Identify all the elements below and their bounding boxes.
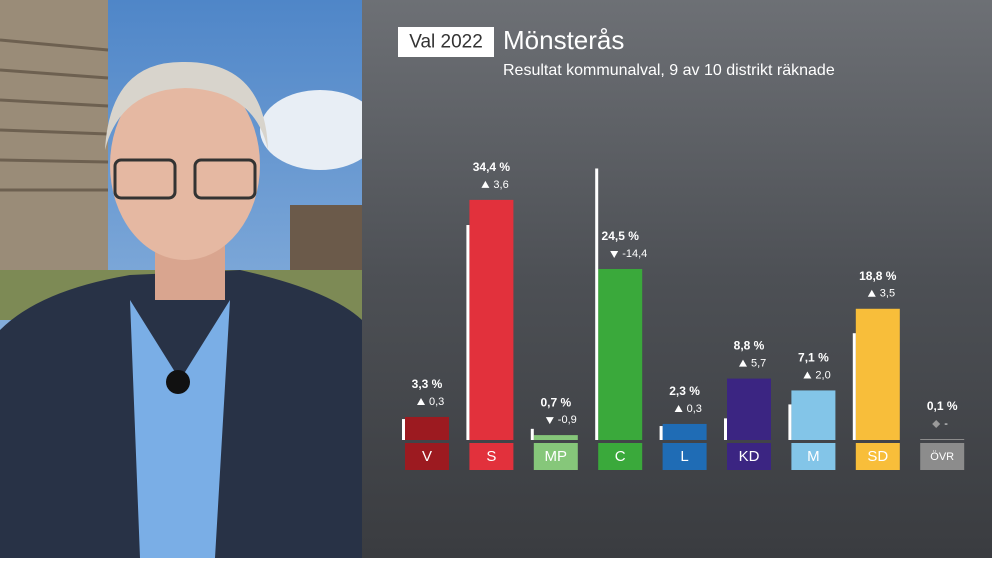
category-box bbox=[791, 443, 836, 470]
change-label: 3,6 bbox=[493, 179, 508, 191]
value-label: 8,8 % bbox=[734, 339, 765, 353]
change-label: - bbox=[944, 418, 948, 430]
previous-line bbox=[788, 404, 792, 440]
bar bbox=[855, 308, 900, 440]
change-label: 2,0 bbox=[815, 369, 830, 381]
category-box bbox=[598, 443, 643, 470]
category-label: MP bbox=[545, 448, 568, 465]
category-box bbox=[727, 443, 771, 470]
bar bbox=[469, 199, 514, 440]
previous-line bbox=[466, 225, 470, 440]
change-arrow bbox=[803, 371, 812, 379]
category-box bbox=[662, 443, 707, 470]
value-label: 0,7 % bbox=[540, 395, 571, 409]
category-box bbox=[920, 443, 965, 470]
previous-line bbox=[724, 418, 727, 440]
bar bbox=[791, 390, 836, 440]
change-label: 5,7 bbox=[751, 357, 766, 369]
bar bbox=[920, 439, 965, 440]
change-arrow bbox=[610, 250, 619, 258]
category-label: KD bbox=[739, 448, 760, 465]
change-arrow bbox=[481, 180, 490, 188]
change-arrow bbox=[867, 289, 876, 297]
change-arrow bbox=[417, 397, 425, 405]
change-label: -14,4 bbox=[622, 248, 647, 260]
previous-line bbox=[659, 426, 663, 440]
change-label: 3,5 bbox=[880, 288, 895, 300]
badge-box bbox=[398, 27, 494, 57]
category-label: M bbox=[807, 448, 820, 465]
category-label: C bbox=[615, 448, 626, 465]
bar bbox=[662, 423, 707, 440]
previous-line bbox=[530, 428, 534, 440]
change-label: 0,3 bbox=[429, 396, 444, 408]
category-label: SD bbox=[867, 448, 888, 465]
badge: Val 2022 bbox=[409, 32, 483, 53]
category-label: V bbox=[422, 448, 432, 465]
value-label: 3,3 % bbox=[412, 377, 443, 391]
change-label: -0,9 bbox=[558, 414, 577, 426]
bar bbox=[405, 416, 449, 440]
bar bbox=[533, 435, 578, 440]
change-arrow bbox=[739, 359, 747, 367]
change-label: 0,3 bbox=[687, 403, 702, 415]
bar bbox=[598, 268, 643, 440]
previous-line bbox=[852, 333, 856, 440]
value-label: 0,1 % bbox=[927, 399, 958, 413]
previous-line bbox=[595, 168, 599, 440]
category-label: L bbox=[680, 448, 688, 465]
change-arrow bbox=[545, 417, 554, 425]
value-label: 34,4 % bbox=[473, 160, 511, 174]
previous-line bbox=[402, 419, 405, 440]
category-box bbox=[405, 443, 449, 470]
value-label: 2,3 % bbox=[669, 384, 700, 398]
bar bbox=[727, 378, 771, 440]
category-label: S bbox=[486, 448, 496, 465]
value-label: 24,5 % bbox=[602, 229, 640, 243]
category-box bbox=[855, 443, 900, 470]
category-box bbox=[469, 443, 514, 470]
value-label: 18,8 % bbox=[859, 269, 897, 283]
chart-subtitle: Resultat kommunalval, 9 av 10 distrikt r… bbox=[503, 62, 835, 79]
change-arrow bbox=[932, 420, 941, 428]
chart-background bbox=[362, 0, 992, 558]
category-box bbox=[533, 443, 578, 470]
value-label: 7,1 % bbox=[798, 351, 829, 365]
photo bbox=[0, 0, 380, 558]
category-label: ÖVR bbox=[930, 451, 954, 463]
chart-title: Mönsterås bbox=[503, 25, 624, 55]
change-arrow bbox=[674, 404, 683, 412]
